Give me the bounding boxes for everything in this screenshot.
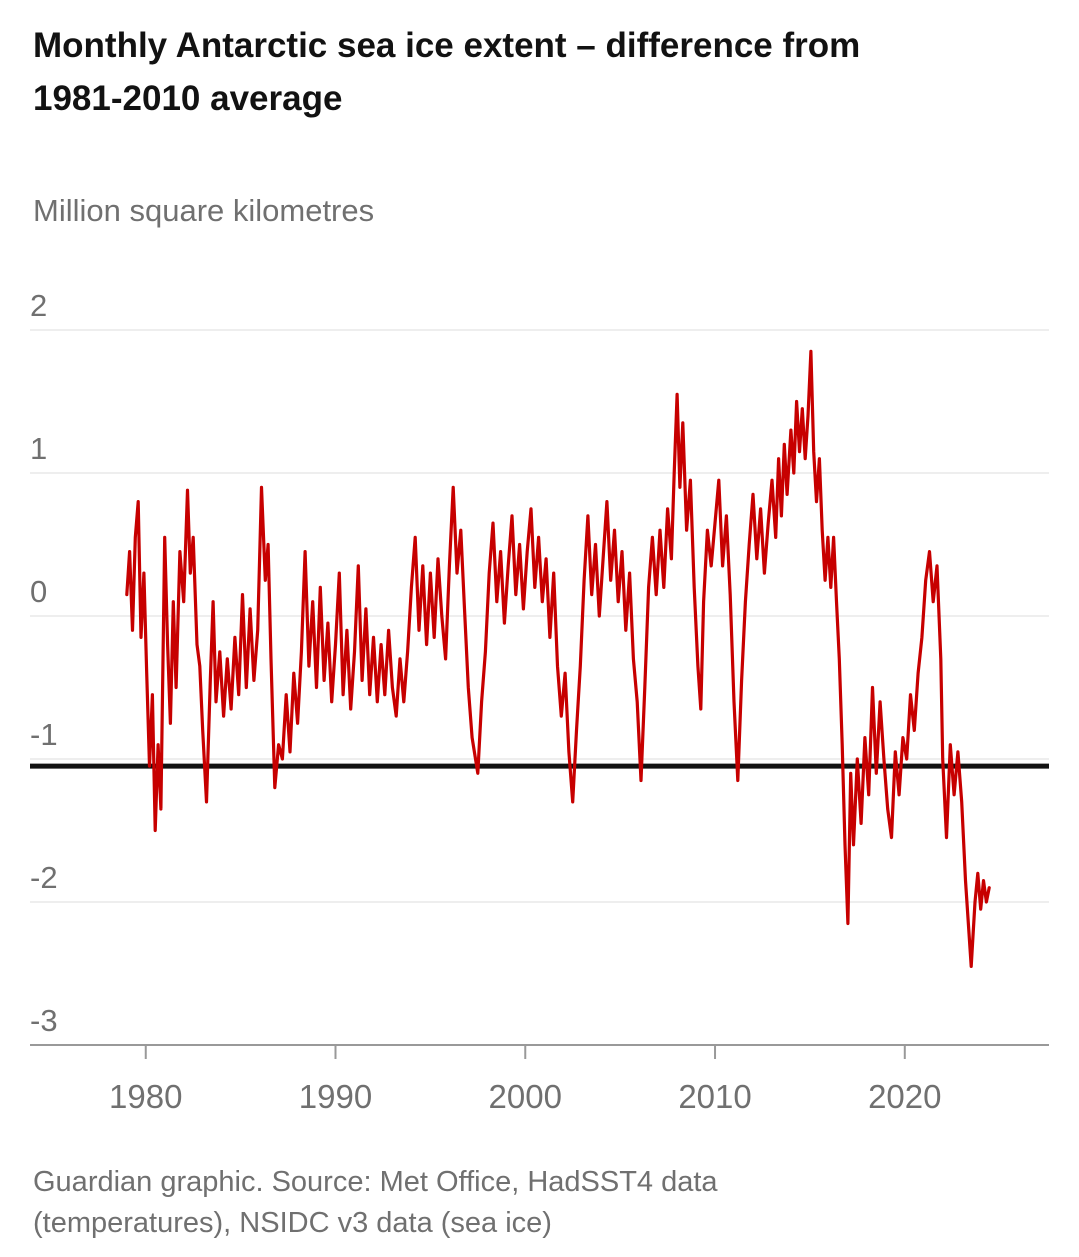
- y-tick-label: -3: [30, 1003, 58, 1038]
- sea-ice-anomaly-chart: 2 1 0 -1 -2 -3 1980 1990 2000 2010 2020: [30, 288, 1049, 1115]
- y-tick-label: -2: [30, 860, 58, 895]
- x-tick-label: 1990: [299, 1078, 372, 1115]
- y-tick-label: 2: [30, 288, 47, 323]
- sea-ice-series-line: [125, 349, 991, 968]
- x-tick-label: 1980: [109, 1078, 182, 1115]
- source-caption: Guardian graphic. Source: Met Office, Ha…: [33, 1166, 718, 1239]
- chart-units-label: Million square kilometres: [33, 193, 375, 228]
- x-tick-label: 2010: [678, 1078, 751, 1115]
- x-tick-label: 2020: [868, 1078, 941, 1115]
- chart-title: Monthly Antarctic sea ice extent – diffe…: [33, 26, 861, 118]
- x-tick-label: 2000: [489, 1078, 562, 1115]
- y-tick-label: 0: [30, 574, 47, 609]
- y-tick-label: 1: [30, 431, 47, 466]
- y-tick-label: -1: [30, 717, 58, 752]
